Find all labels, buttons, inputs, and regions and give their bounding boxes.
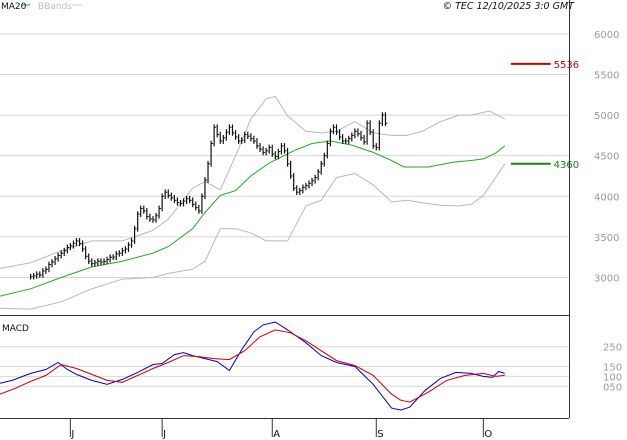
macd-lines bbox=[0, 321, 505, 411]
month-label: J bbox=[162, 429, 166, 440]
macd-tick-label: 050 bbox=[603, 382, 622, 393]
month-label: O bbox=[484, 429, 492, 440]
macd-tick-label: 250 bbox=[603, 343, 622, 354]
ma20-line bbox=[0, 140, 506, 297]
price-axis-labels: 6000 5500 5000 4500 4000 3500 3000 bbox=[594, 30, 619, 285]
bband-line bbox=[0, 95, 506, 269]
month-label: A bbox=[273, 429, 280, 440]
month-label: S bbox=[377, 429, 383, 440]
bollinger-bands bbox=[0, 95, 506, 310]
month-label: J bbox=[70, 429, 74, 440]
price-bars bbox=[29, 112, 388, 280]
price-tick-label: 6000 bbox=[594, 30, 619, 41]
price-tick-label: 3000 bbox=[594, 273, 619, 284]
price-level-label: 5536 bbox=[554, 60, 579, 71]
price-tick-label: 3500 bbox=[594, 233, 619, 244]
copyright-notice: © TEC 12/10/2025 3:0 GMT bbox=[443, 1, 576, 12]
macd-gridlines bbox=[0, 346, 569, 387]
price-tick-label: 5000 bbox=[594, 111, 619, 122]
signal-line bbox=[0, 329, 505, 403]
macd-tick-label: 100 bbox=[603, 372, 622, 383]
bband-line bbox=[0, 163, 506, 310]
price-tick-label: 4500 bbox=[594, 152, 619, 163]
legend-ma20: MA20 bbox=[1, 2, 27, 12]
macd-tick-label: 150 bbox=[603, 363, 622, 374]
price-level-label: 4360 bbox=[554, 160, 579, 171]
price-tick-label: 5500 bbox=[594, 70, 619, 81]
price-levels: 5536 4360 bbox=[510, 60, 579, 171]
price-tick-label: 4000 bbox=[594, 192, 619, 203]
moving-average bbox=[0, 140, 506, 297]
price-gridlines bbox=[0, 33, 569, 278]
legend-bbands: BBands bbox=[38, 2, 72, 12]
chart-frame bbox=[0, 0, 570, 419]
macd-panel-label: MACD bbox=[2, 324, 29, 334]
macd-line bbox=[0, 321, 505, 411]
